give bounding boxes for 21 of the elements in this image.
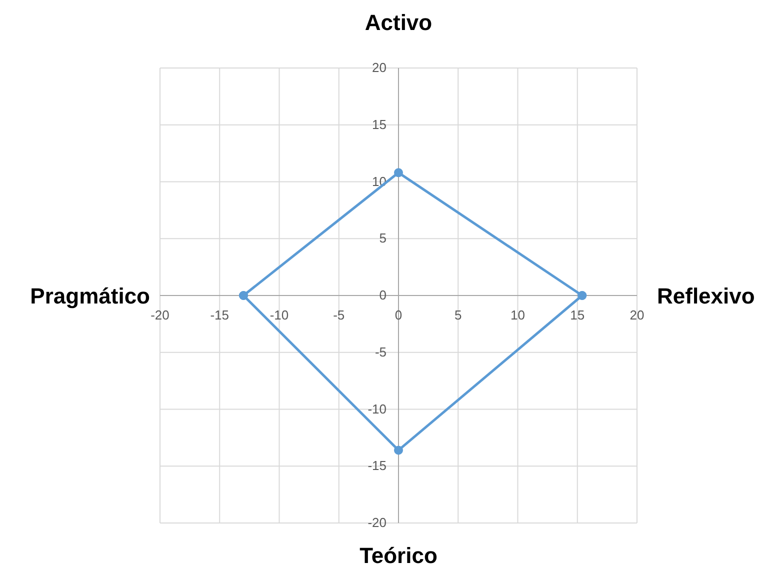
- y-tick-label: -5: [374, 344, 386, 360]
- x-tick-label: 5: [454, 308, 462, 322]
- y-tick-label: -10: [368, 401, 386, 416]
- y-tick-label: 20: [372, 60, 386, 75]
- y-tick-label: -20: [368, 515, 386, 530]
- x-tick-label: -15: [210, 308, 230, 322]
- x-tick-label: 20: [630, 308, 644, 322]
- x-tick-label: -20: [150, 308, 170, 322]
- x-tick-label: -5: [333, 308, 345, 322]
- text: Activo: [364, 10, 432, 35]
- text: Pragmático: [30, 284, 150, 308]
- x-tick-label: 15: [570, 308, 585, 322]
- y-tick-label: 15: [372, 116, 386, 132]
- x-tick-label: 0: [394, 308, 402, 322]
- text: Reflexivo: [657, 284, 755, 308]
- text: Teórico: [360, 543, 438, 568]
- x-tick-label: 10: [510, 308, 525, 322]
- y-tick-label: 0: [379, 288, 386, 302]
- y-tick-label: -15: [368, 458, 386, 474]
- y-tick-label: 5: [379, 230, 386, 246]
- x-tick-label: -10: [270, 308, 289, 322]
